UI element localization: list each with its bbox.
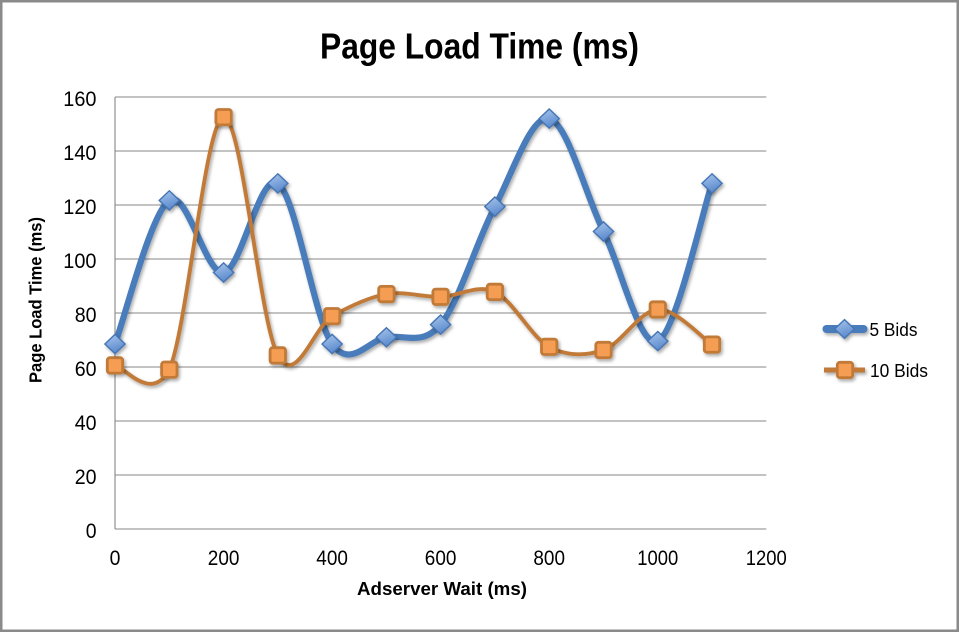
svg-text:Page Load Time (ms): Page Load Time (ms) (26, 217, 46, 383)
svg-text:Adserver Wait (ms): Adserver Wait (ms) (357, 579, 527, 599)
svg-text:0: 0 (86, 519, 97, 543)
svg-text:600: 600 (425, 546, 457, 570)
svg-text:1000: 1000 (637, 546, 678, 570)
svg-text:800: 800 (533, 546, 565, 570)
svg-text:140: 140 (63, 141, 96, 165)
svg-text:200: 200 (208, 546, 240, 570)
svg-text:1200: 1200 (746, 546, 787, 570)
svg-text:10 Bids: 10 Bids (870, 360, 928, 381)
svg-text:0: 0 (110, 546, 121, 570)
svg-text:120: 120 (63, 195, 96, 219)
svg-text:100: 100 (63, 249, 96, 273)
svg-text:400: 400 (316, 546, 348, 570)
svg-text:60: 60 (75, 357, 97, 381)
svg-text:80: 80 (75, 303, 97, 327)
svg-text:40: 40 (75, 411, 97, 435)
svg-text:Page Load Time (ms): Page Load Time (ms) (320, 26, 639, 67)
svg-text:20: 20 (75, 465, 97, 489)
svg-text:160: 160 (63, 87, 96, 111)
svg-text:5 Bids: 5 Bids (870, 319, 918, 340)
